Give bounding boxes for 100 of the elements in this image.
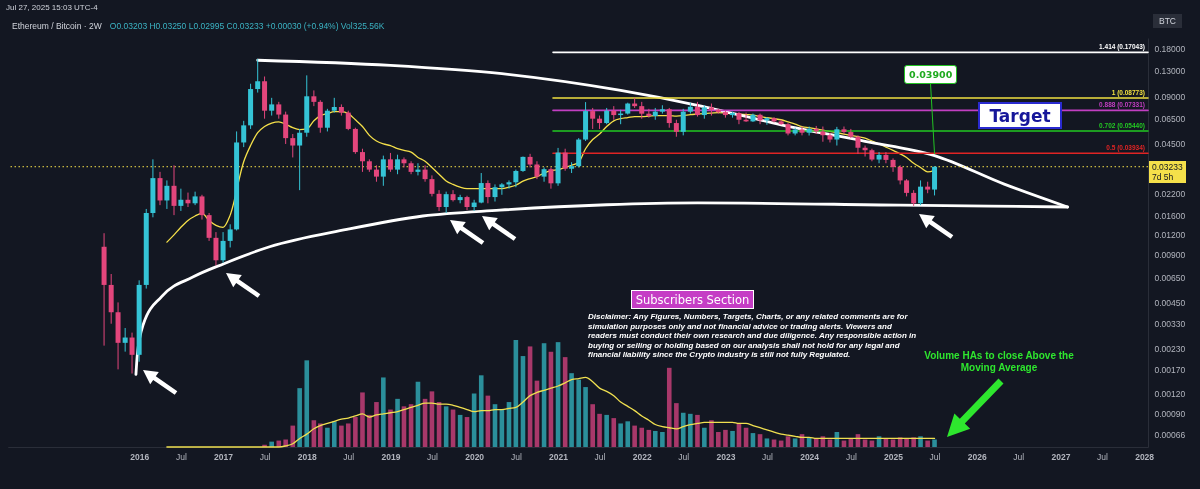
- chart-title: Ethereum / Bitcoin · 2W: [12, 21, 102, 31]
- candlestick: [359, 148, 365, 173]
- candlestick: [485, 179, 491, 204]
- bar: [325, 427, 330, 447]
- candlestick: [436, 189, 442, 212]
- x-tick-label: 2024: [800, 451, 820, 462]
- bar: [388, 409, 393, 447]
- annotation: Target: [978, 102, 1062, 129]
- bar: [625, 421, 631, 447]
- x-tick-label: 2028: [1135, 451, 1155, 462]
- candlestick: [164, 179, 170, 210]
- candlestick: [492, 183, 498, 203]
- candlestick: [876, 151, 882, 164]
- bar: [652, 430, 658, 447]
- x-tick-label: Jul: [175, 451, 187, 462]
- x-tick-label: Jul: [427, 451, 438, 462]
- bar: [395, 398, 400, 447]
- candlestick: [311, 89, 317, 107]
- bar: [297, 388, 302, 447]
- candlestick: [192, 191, 198, 206]
- bar: [723, 429, 728, 447]
- bar: [785, 436, 791, 447]
- y-tick-label: 0.00330: [1154, 319, 1186, 330]
- x-tick-label: 2023: [716, 451, 736, 462]
- candlestick: [443, 191, 449, 214]
- candlestick: [122, 327, 128, 353]
- ref-line-label: 0.03233: [1152, 161, 1183, 172]
- candlestick: [157, 171, 163, 206]
- x-tick-label: Jul: [678, 451, 690, 462]
- candlestick: [220, 231, 226, 264]
- bar: [583, 387, 588, 447]
- candlestick: [415, 162, 421, 176]
- bar: [695, 414, 700, 447]
- bar: [317, 423, 323, 447]
- candlestick: [499, 182, 505, 196]
- bar: [569, 373, 574, 447]
- bar: [604, 414, 609, 447]
- y-tick-label: 0.09000: [1154, 91, 1186, 102]
- y-tick-label: 0.18000: [1154, 44, 1186, 55]
- candlestick: [471, 199, 477, 212]
- text: 7d 5h: [1152, 171, 1175, 182]
- bar: [792, 438, 798, 447]
- candlestick: [401, 156, 407, 168]
- y-tick-label: 0.00066: [1154, 429, 1186, 440]
- bar: [709, 420, 714, 447]
- candlestick: [255, 58, 261, 94]
- candlestick: [918, 179, 924, 206]
- y-tick-label: 0.00450: [1154, 297, 1186, 308]
- y-tick-label: 0.00170: [1154, 364, 1186, 375]
- bar: [381, 377, 386, 447]
- candlestick: [380, 155, 386, 187]
- bar: [764, 438, 770, 447]
- x-tick-label: 2026: [967, 451, 987, 462]
- candlestick: [806, 126, 812, 136]
- x-tick-label: 2022: [632, 451, 652, 462]
- bar: [331, 421, 337, 447]
- x-tick-label: 2027: [1051, 451, 1071, 462]
- x-tick-label: 2025: [884, 451, 904, 462]
- candlestick: [834, 126, 840, 147]
- candlestick: [590, 107, 596, 130]
- candlestick: [387, 152, 393, 173]
- candlestick: [129, 332, 135, 375]
- x-tick-label: Jul: [845, 451, 857, 462]
- candlestick: [764, 116, 770, 126]
- x-tick-label: Jul: [259, 451, 271, 462]
- x-tick-label: 2019: [381, 451, 401, 462]
- bar: [932, 439, 937, 447]
- candlestick: [213, 231, 219, 266]
- y-tick-label: 0.04500: [1154, 139, 1186, 150]
- candlestick: [206, 212, 212, 242]
- candlestick: [429, 174, 435, 197]
- bar: [639, 427, 645, 447]
- candlestick: [297, 128, 303, 191]
- bar: [611, 418, 617, 447]
- candlestick: [506, 179, 512, 190]
- candlestick: [241, 120, 247, 148]
- x-tick-label: Jul: [1096, 451, 1108, 462]
- y-tick-label: 0.00230: [1154, 344, 1186, 355]
- candlestick: [178, 188, 184, 212]
- candlestick: [457, 194, 463, 204]
- y-tick-label: 0.00650: [1154, 272, 1186, 283]
- chart-subtitle: O0.03203 H0.03250 L0.02995 C0.03233 +0.00030 (+0.94%) Vol325.56K: [109, 21, 385, 31]
- candlestick: [897, 164, 903, 185]
- bar: [918, 436, 923, 447]
- x-tick-label: 2016: [130, 451, 150, 462]
- bar: [618, 423, 623, 447]
- bar: [632, 425, 637, 447]
- bar: [716, 432, 721, 447]
- candlestick: [932, 165, 938, 196]
- bar: [478, 375, 484, 447]
- text: BTC: [1153, 14, 1182, 28]
- x-tick-label: Jul: [929, 451, 941, 462]
- candlestick: [883, 151, 889, 164]
- y-tick-label: 0.01200: [1154, 230, 1186, 241]
- candlestick: [841, 126, 847, 135]
- candlestick: [666, 107, 672, 129]
- bar: [304, 360, 310, 447]
- candlestick: [562, 148, 568, 172]
- candlestick: [352, 127, 358, 155]
- bar: [590, 404, 595, 447]
